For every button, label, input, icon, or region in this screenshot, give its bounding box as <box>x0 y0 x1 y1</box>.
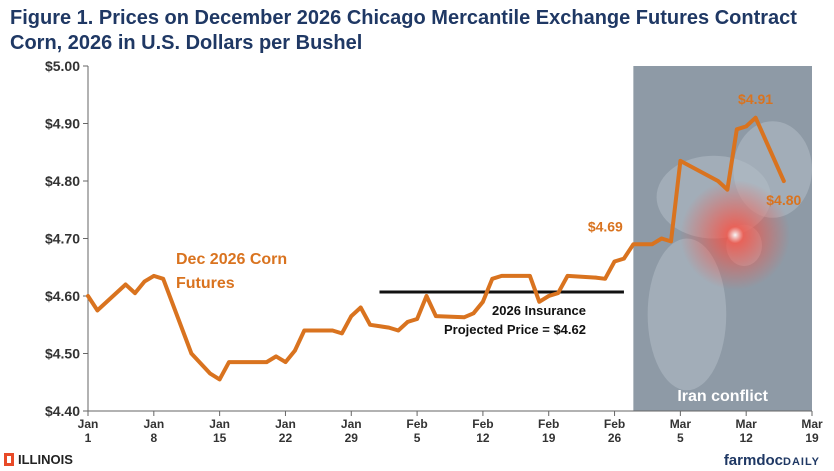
series-point <box>424 294 429 298</box>
x-tick-label: Feb 26 <box>604 417 625 445</box>
series-point <box>612 259 617 264</box>
series-point <box>217 377 222 382</box>
series-point <box>546 294 551 298</box>
series-point <box>302 328 307 333</box>
series-point <box>528 274 532 278</box>
x-tick-label: Mar 12 <box>736 417 758 445</box>
x-tick-label: Feb 12 <box>472 417 493 445</box>
series-point <box>631 242 636 247</box>
y-tick-label: $4.90 <box>45 116 80 132</box>
y-tick-label: $4.70 <box>45 231 80 247</box>
series-point <box>340 331 344 336</box>
series-point <box>227 360 231 364</box>
series-point <box>499 274 504 278</box>
farmdoc-logo: farmdocDAILY <box>724 452 820 469</box>
series-point <box>208 371 213 376</box>
series-point <box>415 317 419 321</box>
series-point <box>471 311 476 316</box>
x-tick-label: Feb 5 <box>406 417 427 445</box>
series-point <box>753 115 758 120</box>
y-tick-label: $4.80 <box>45 173 80 189</box>
illinois-logo: ILLINOIS <box>4 452 73 467</box>
data-label: $4.80 <box>766 192 801 208</box>
series-point <box>349 314 354 318</box>
data-label: $4.69 <box>588 218 623 234</box>
illinois-wordmark: ILLINOIS <box>18 452 73 467</box>
y-tick-label: $4.40 <box>45 403 80 419</box>
series-point <box>537 299 542 304</box>
conflict-glow <box>680 180 791 291</box>
series-point <box>781 179 786 183</box>
series-point <box>264 360 269 364</box>
y-tick-label: $5.00 <box>45 58 80 74</box>
series-point <box>142 279 147 284</box>
series-point <box>189 351 194 356</box>
x-tick-label: Jan 8 <box>143 417 164 445</box>
series-point <box>462 315 466 320</box>
series-point <box>669 239 673 244</box>
series-point <box>603 276 607 281</box>
series-point <box>293 348 297 353</box>
series-point <box>744 124 748 129</box>
series-point <box>622 256 626 261</box>
series-point <box>405 320 410 324</box>
series-line <box>86 115 786 382</box>
series-point <box>95 308 100 313</box>
series-point <box>133 291 137 295</box>
series-point <box>161 276 166 281</box>
series-point <box>725 187 730 192</box>
series-point <box>678 159 683 163</box>
series-point <box>556 291 560 295</box>
x-tick-label: Jan 22 <box>275 417 296 445</box>
series-point <box>86 294 90 298</box>
farmdoc-daily-wordmark: DAILY <box>783 456 820 468</box>
series-point <box>358 305 363 310</box>
x-tick-label: Jan 1 <box>78 417 99 445</box>
x-tick-label: Jan 29 <box>341 417 362 445</box>
y-tick-label: $4.50 <box>45 346 80 362</box>
x-tick-label: Mar 5 <box>670 417 692 445</box>
x-tick-label: Mar 19 <box>801 417 823 445</box>
insurance-price-label: 2026 Insurance Projected Price = $4.62 <box>444 303 586 337</box>
series-point <box>734 127 739 132</box>
series-point <box>650 242 654 247</box>
series-point <box>368 322 372 327</box>
shaded-region-label: Iran conflict <box>677 388 768 405</box>
x-tick-label: Jan 15 <box>209 417 230 445</box>
series-label: Dec 2026 Corn Futures <box>176 251 287 292</box>
series-point <box>152 274 156 278</box>
series-point <box>593 275 598 280</box>
series-point <box>387 325 391 330</box>
data-label: $4.91 <box>738 91 773 107</box>
series-point <box>716 179 720 183</box>
series-point <box>481 299 485 304</box>
series-point <box>283 360 288 364</box>
chart-title: Figure 1. Prices on December 2026 Chicag… <box>10 7 797 54</box>
y-tick-label: $4.60 <box>45 288 80 304</box>
series-point <box>490 276 495 281</box>
series-point <box>396 328 401 333</box>
series-point <box>659 236 664 241</box>
series-point <box>274 354 278 359</box>
series-point <box>330 328 335 333</box>
series-point <box>565 274 570 278</box>
x-tick-label: Feb 19 <box>538 417 559 445</box>
series-point <box>123 282 128 287</box>
farmdoc-wordmark: farmdoc <box>723 452 783 469</box>
illinois-block-i-icon <box>4 453 14 466</box>
series-point <box>434 314 438 318</box>
